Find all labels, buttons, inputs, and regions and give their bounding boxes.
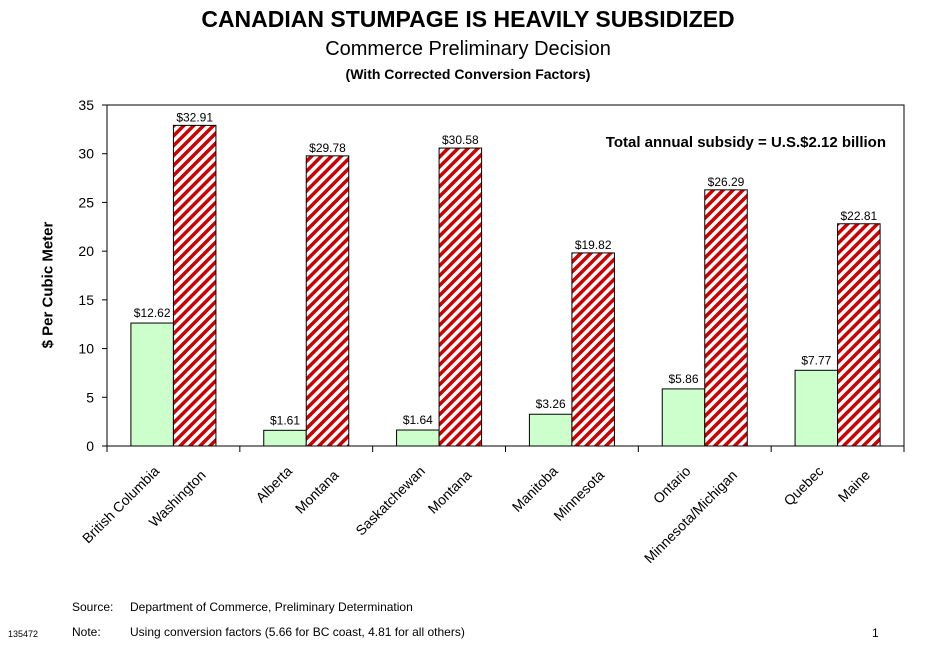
data-label-canada: $3.26 xyxy=(536,397,566,411)
y-tick-label: 30 xyxy=(78,146,94,162)
subsidy-annotation: Total annual subsidy = U.S.$2.12 billion xyxy=(606,134,886,151)
bar-series xyxy=(130,124,881,447)
data-label-us: $29.78 xyxy=(309,141,346,155)
data-label-us: $30.58 xyxy=(442,133,479,147)
chart-subtitle-note: (With Corrected Conversion Factors) xyxy=(345,66,591,82)
data-label-us: $19.82 xyxy=(575,238,612,252)
source-text: Department of Commerce, Preliminary Dete… xyxy=(130,600,413,614)
bar-canada xyxy=(263,429,307,447)
y-tick-label: 0 xyxy=(86,438,94,454)
bar-us xyxy=(571,252,615,447)
data-label-canada: $7.77 xyxy=(801,353,831,367)
bar-us xyxy=(172,124,217,447)
x-tick-label-canada: Quebec xyxy=(780,463,826,509)
x-tick-label-us: Minnesota/Michigan xyxy=(641,467,740,566)
data-label-us: $26.29 xyxy=(708,175,745,189)
y-tick-label: 15 xyxy=(78,292,94,308)
bar-canada xyxy=(396,429,440,447)
y-axis: 0 5 10 15 20 25 30 35 xyxy=(78,97,107,454)
value-labels: $12.62 $32.91 $1.61 $29.78 $1.64 $30.58 $3.26 $… xyxy=(134,110,878,427)
y-tick-label: 20 xyxy=(78,243,94,259)
x-tick-label-canada: Saskatchewan xyxy=(352,463,428,539)
data-label-canada: $5.86 xyxy=(668,372,698,386)
y-tick-label: 10 xyxy=(78,341,94,357)
x-tick-label-canada: Manitoba xyxy=(509,463,561,515)
y-tick-label: 35 xyxy=(78,97,94,113)
bar-canada xyxy=(794,369,839,447)
document-id: 135472 xyxy=(8,629,39,639)
x-tick-label-canada: Ontario xyxy=(650,463,694,507)
data-label-us: $32.91 xyxy=(176,110,213,124)
bar-us xyxy=(438,147,483,447)
x-tick-label-canada: British Columbia xyxy=(79,463,163,547)
bar-canada xyxy=(528,413,573,447)
x-tick-label-canada: Alberta xyxy=(252,463,295,506)
chart-subtitle: Commerce Preliminary Decision xyxy=(325,38,611,60)
note-label: Note: xyxy=(72,625,101,639)
plot-area xyxy=(106,104,905,447)
x-tick-label-us: Maine xyxy=(835,467,873,505)
chart-title: CANADIAN STUMPAGE IS HEAVILY SUBSIDIZED xyxy=(201,6,735,32)
bar-canada xyxy=(130,322,174,447)
bar-us xyxy=(305,155,350,447)
bar-us xyxy=(704,189,748,447)
bar-us xyxy=(837,223,881,447)
data-label-us: $22.81 xyxy=(840,209,877,223)
data-label-canada: $1.64 xyxy=(403,413,433,427)
x-tick-label-us: Montana xyxy=(292,467,342,517)
page-number: 1 xyxy=(872,626,879,640)
note-text: Using conversion factors (5.66 for BC co… xyxy=(130,625,465,639)
source-label: Source: xyxy=(72,600,114,614)
y-tick-label: 5 xyxy=(86,389,94,405)
bar-canada xyxy=(661,388,706,447)
data-label-canada: $12.62 xyxy=(134,306,171,320)
x-tick-label-us: Montana xyxy=(425,467,475,517)
y-tick-label: 25 xyxy=(78,194,94,210)
data-label-canada: $1.61 xyxy=(270,413,300,427)
x-axis xyxy=(106,446,905,452)
